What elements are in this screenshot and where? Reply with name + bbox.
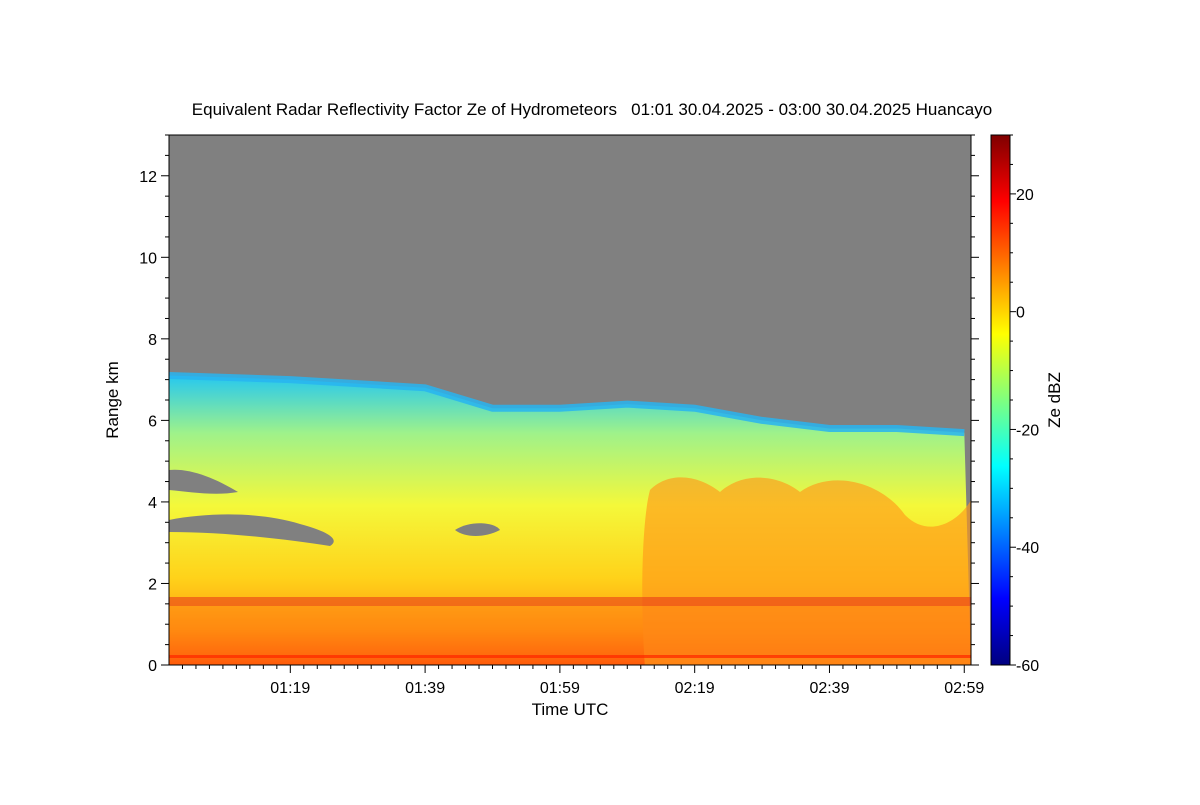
y-axis: 0 2 4 6 8 10 12: [139, 134, 979, 675]
colorbar-tick-label: -60: [1016, 658, 1039, 675]
y-tick-label: 10: [139, 250, 157, 267]
convective-core: [642, 477, 971, 665]
surface-line: [169, 655, 971, 658]
left-gap-1: [169, 469, 238, 494]
plot-area: [169, 135, 971, 665]
chart-title: Equivalent Radar Reflectivity Factor Ze …: [192, 100, 992, 119]
x-tick-label: 02:39: [809, 680, 849, 697]
y-tick-label: 6: [148, 413, 157, 430]
colorbar-tick-label: -40: [1016, 540, 1039, 557]
colorbar-gradient: [990, 134, 1011, 666]
colorbar-label: Ze dBZ: [1045, 372, 1064, 428]
left-gap-2: [169, 514, 334, 546]
colorbar-tick-label: 0: [1016, 305, 1025, 322]
melting-layer-band: [169, 597, 971, 606]
colorbar-tick-label: 20: [1016, 187, 1034, 204]
y-tick-label: 2: [148, 576, 157, 593]
x-axis-label: Time UTC: [532, 700, 609, 719]
x-tick-label: 02:59: [944, 680, 984, 697]
y-tick-label: 8: [148, 332, 157, 349]
x-tick-label: 01:59: [540, 680, 580, 697]
low-level-band: [169, 606, 971, 656]
mid-gap: [455, 523, 500, 536]
x-axis: 01:19 01:39 01:59 02:19 02:39 02:59: [181, 665, 984, 697]
y-axis-label: Range km: [103, 361, 122, 438]
x-tick-label: 01:39: [405, 680, 445, 697]
y-tick-label: 12: [139, 169, 157, 186]
y-tick-label: 4: [148, 495, 157, 512]
x-tick-label: 01:19: [270, 680, 310, 697]
cloud-top-edge: [169, 372, 965, 437]
colorbar-tick-label: -20: [1016, 422, 1039, 439]
x-tick-label: 02:19: [675, 680, 715, 697]
colorbar: 20 0 -20 -40 -60: [990, 134, 1039, 675]
y-tick-label: 0: [148, 658, 157, 675]
